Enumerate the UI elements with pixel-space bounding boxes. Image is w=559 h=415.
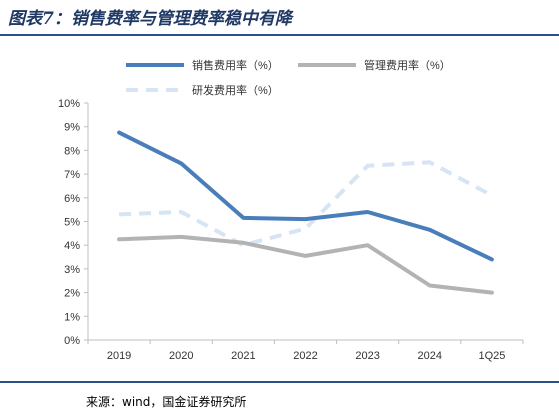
x-tick-label: 2023 — [355, 350, 379, 362]
x-tick-label: 2024 — [418, 350, 442, 362]
title-rule — [0, 34, 559, 36]
x-tick-label: 2019 — [107, 350, 131, 362]
y-tick-label: 3% — [64, 264, 80, 276]
legend-item-2: 研发费用率（%） — [126, 83, 279, 97]
legend-label: 研发费用率（%） — [192, 83, 279, 97]
legend: 销售费用率（%） 管理费用率（%） 研发费用率（%） — [126, 58, 451, 97]
legend-item-0: 销售费用率（%） — [126, 58, 279, 72]
y-tick-label: 6% — [64, 193, 80, 205]
y-tick-label: 10% — [58, 98, 80, 110]
legend-item-1: 管理费用率（%） — [298, 58, 451, 72]
y-tick-label: 0% — [64, 335, 80, 347]
y-tick-label: 1% — [64, 311, 80, 323]
y-axis: 0% 1% 2% 3% 4% 5% 6% 7% 8% 9% 10% — [58, 98, 89, 347]
series-group — [117, 130, 494, 295]
y-tick-label: 2% — [64, 288, 80, 300]
x-tick-label: 2022 — [293, 350, 317, 362]
source-rule — [0, 381, 559, 383]
legend-label: 销售费用率（%） — [192, 58, 279, 72]
y-tick-label: 4% — [64, 240, 80, 252]
y-tick-label: 8% — [64, 145, 80, 157]
y-tick-label: 7% — [64, 169, 80, 181]
y-tick-label: 5% — [64, 217, 80, 229]
x-tick-label: 2020 — [169, 350, 193, 362]
series-line-0 — [117, 130, 494, 262]
x-tick-label: 1Q25 — [478, 350, 505, 362]
x-axis: 2019 2020 2021 2022 2023 2024 1Q25 — [87, 339, 524, 362]
legend-label: 管理费用率（%） — [364, 58, 451, 72]
figure-title: 图表7：销售费率与管理费率稳中有降 — [8, 9, 292, 29]
source-note: 来源：wind，国金证券研究所 — [86, 395, 247, 409]
x-tick-label: 2021 — [231, 350, 255, 362]
series-line-1 — [117, 234, 494, 295]
y-tick-label: 9% — [64, 122, 80, 134]
